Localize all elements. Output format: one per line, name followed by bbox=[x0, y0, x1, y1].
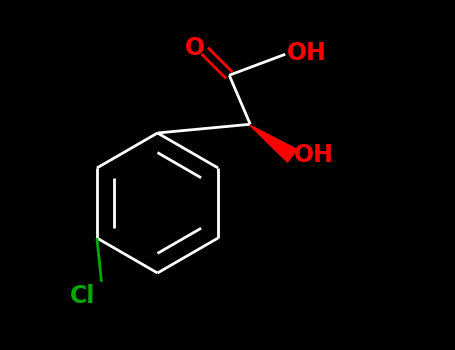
Polygon shape bbox=[250, 125, 297, 162]
Text: OH: OH bbox=[294, 143, 334, 167]
Text: Cl: Cl bbox=[70, 284, 95, 308]
Text: O: O bbox=[185, 36, 205, 60]
Text: OH: OH bbox=[287, 41, 327, 64]
